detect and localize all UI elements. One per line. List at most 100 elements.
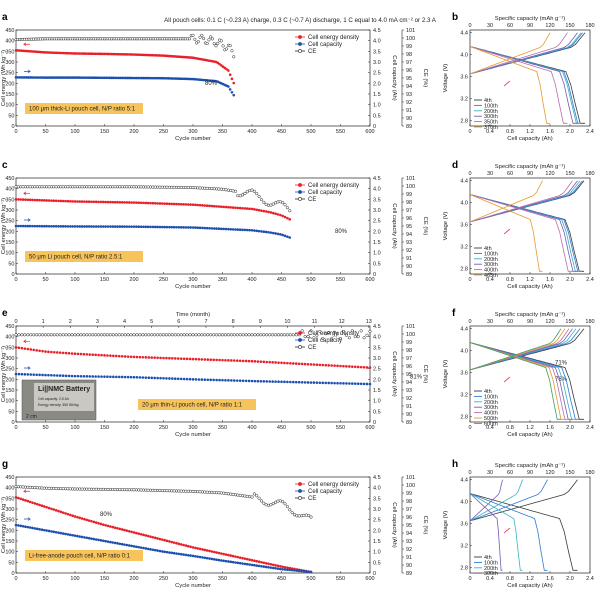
- ce-point: [61, 333, 65, 337]
- capacity-point: [333, 381, 336, 385]
- x-tick-label: 200: [129, 576, 138, 582]
- x-tick-label: 300: [188, 277, 197, 283]
- ce-point: [306, 334, 310, 339]
- y-axis-label-energy: Cell energy (Wh kg⁻¹): [1, 497, 7, 553]
- capacity-point: [109, 225, 112, 228]
- energy-point: [203, 358, 207, 361]
- ce-point: [333, 330, 337, 334]
- energy-point: [102, 523, 105, 526]
- ce-point: [58, 333, 62, 337]
- energy-point: [158, 537, 162, 541]
- ce-tick-label: 101: [406, 176, 415, 182]
- x-tick-label: 100: [70, 129, 79, 135]
- energy-tick-label: 200: [5, 229, 14, 235]
- ce-tick-label: 97: [406, 208, 412, 214]
- energy-point: [123, 201, 126, 204]
- capacity-tick-label: 1.0: [373, 251, 381, 257]
- energy-tick-label: 50: [8, 409, 14, 415]
- energy-point: [259, 360, 263, 363]
- energy-point: [172, 202, 176, 206]
- ce-point: [73, 333, 77, 337]
- ce-point: [318, 329, 322, 333]
- energy-point: [85, 353, 89, 356]
- capacity-point: [336, 381, 339, 385]
- capacity-tick-label: 2.5: [373, 71, 381, 77]
- header-note: All pouch cells: 0.1 C (~0.23 A) charge,…: [164, 17, 437, 24]
- energy-point: [97, 200, 100, 204]
- capacity-point: [40, 224, 44, 228]
- ce-point: [309, 329, 313, 333]
- ce-point: [49, 333, 53, 337]
- energy-point: [210, 204, 214, 208]
- x-tick-label: 500: [306, 129, 315, 135]
- legend-label: 100th: [484, 394, 498, 400]
- energy-point: [78, 200, 82, 203]
- x-tick-label: 1.2: [526, 576, 534, 582]
- ce-point: [321, 336, 325, 341]
- capacity-point: [288, 236, 292, 239]
- energy-point: [43, 199, 46, 202]
- ce-point: [67, 333, 71, 337]
- capacity-point: [194, 226, 197, 229]
- y-tick-label: 4.4: [460, 478, 468, 484]
- capacity-point: [151, 225, 155, 229]
- energy-tick-label: 150: [5, 388, 14, 394]
- capacity-point: [221, 378, 224, 382]
- capacity-tick-label: 1.5: [373, 388, 381, 394]
- x-tick-label: 0: [14, 576, 17, 582]
- capacity-point: [111, 225, 115, 228]
- ce-point: [300, 329, 304, 333]
- y-axis-label-energy: Cell energy (Wh kg⁻¹): [1, 50, 7, 106]
- energy-point: [292, 362, 295, 365]
- cycling-panel-e: e0 50 100 150 200 250 300 350 400 450 500 550 600Cyc…: [1, 308, 568, 438]
- capacity-point: [176, 377, 180, 381]
- energy-point: [68, 199, 72, 203]
- energy-point: [203, 548, 207, 552]
- ce-point: [85, 333, 89, 337]
- energy-point: [171, 357, 174, 360]
- capacity-point: [26, 525, 30, 529]
- capacity-point: [112, 375, 115, 379]
- energy-tick-label: 100: [5, 399, 14, 405]
- ce-point: [150, 333, 154, 337]
- energy-point: [276, 564, 280, 568]
- capacity-point: [303, 381, 307, 384]
- x2-tick-label: 180: [585, 470, 594, 476]
- energy-point: [26, 198, 30, 202]
- energy-point: [262, 561, 266, 565]
- time-axis-label: Time (month): [176, 312, 210, 318]
- capacity-point: [45, 529, 48, 532]
- energy-point: [85, 518, 89, 522]
- capacity-point: [288, 568, 292, 572]
- energy-point: [201, 204, 204, 207]
- legend-marker: [298, 482, 302, 486]
- capacity-point: [208, 226, 211, 230]
- capacity-point: [227, 227, 230, 231]
- y-axis-label-energy: Cell energy (Wh kg⁻¹): [1, 198, 7, 254]
- energy-point: [253, 559, 256, 563]
- energy-point: [31, 198, 34, 202]
- energy-point: [120, 528, 124, 531]
- energy-point: [144, 201, 148, 205]
- capacity-point: [165, 550, 169, 554]
- energy-series: [14, 48, 236, 85]
- x-tick-label: 300: [188, 576, 197, 582]
- capacity-tick-label: 3.0: [373, 208, 381, 214]
- capacity-point: [104, 225, 107, 228]
- capacity-point: [248, 563, 251, 566]
- capacity-tick-label: 0.5: [373, 560, 381, 566]
- capacity-point: [170, 225, 174, 229]
- energy-point: [106, 200, 110, 204]
- legend-label: 4th: [484, 246, 492, 252]
- y-axis-label-capacity: Cell capacity (Ah): [391, 203, 397, 248]
- ce-tick-label: 96: [406, 216, 412, 222]
- energy-point: [271, 361, 274, 364]
- ce-point: [262, 501, 266, 505]
- ce-point: [223, 333, 227, 337]
- energy-point: [118, 527, 122, 531]
- ce-point: [194, 333, 198, 337]
- energy-axis-arrow: [22, 489, 30, 494]
- energy-point: [205, 204, 209, 207]
- capacity-point: [120, 542, 124, 546]
- energy-point: [185, 357, 189, 361]
